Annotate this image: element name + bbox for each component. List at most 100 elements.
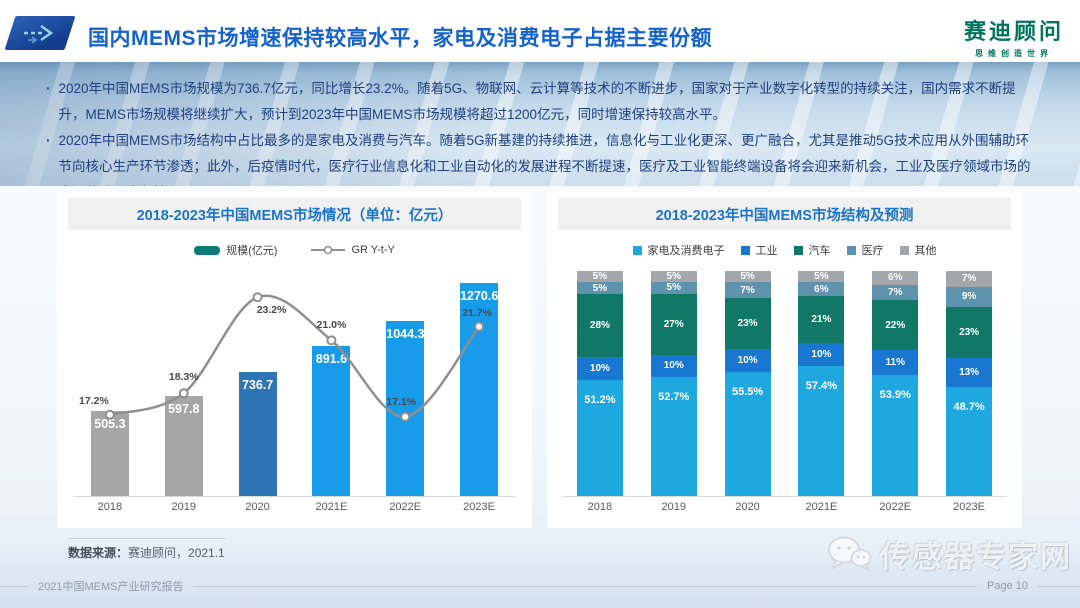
footer-report-title: 2021中国MEMS产业研究报告 [38, 581, 184, 593]
market-size-bar: 736.7 [238, 372, 277, 496]
stacked-segment: 5% [576, 282, 623, 294]
segment-value-label: 13% [959, 367, 980, 379]
market-size-plot: 505.3 597.8 736.7 891.6 1044.3 1270.6 17.2% 18.… [73, 262, 516, 497]
stacked-segment: 21% [798, 295, 845, 344]
segment-value-label: 6% [814, 283, 829, 295]
stacked-segment: 6% [798, 282, 845, 296]
stacked-segment: 27% [650, 293, 697, 355]
market-structure-panel: 2018-2023年中国MEMS市场结构及预测 家电及消费电子 工业 汽车 医疗 其他 … [547, 192, 1022, 528]
x-axis-label: 2021E [805, 501, 838, 513]
stacked-segment: 28% [576, 293, 623, 358]
legend-swatch [899, 245, 909, 255]
legend-label: 汽车 [808, 245, 831, 257]
stacked-segment: 11% [872, 349, 919, 375]
market-size-chart-title: 2018-2023年中国MEMS市场情况（单位：亿元） [68, 198, 521, 230]
stacked-segment: 5% [576, 271, 623, 283]
legend-line-marker [311, 245, 346, 255]
bar-value-label: 1270.6 [460, 288, 499, 303]
stacked-segment: 7% [946, 271, 993, 287]
legend-label: GR Y-t-Y [351, 244, 395, 256]
stacked-segment: 51.2% [576, 379, 623, 496]
bullet-text: 2020年中国MEMS市场规模为736.7亿元，同比增长23.2%。随着5G、物… [58, 81, 1016, 122]
summary-band: · 2020年中国MEMS市场规模为736.7亿元，同比增长23.2%。随着5G… [0, 62, 1080, 200]
stacked-segment: 5% [798, 271, 845, 283]
segment-value-label: 7% [740, 284, 755, 296]
segment-value-label: 10% [589, 363, 610, 375]
segment-value-label: 10% [811, 349, 832, 361]
stacked-bar: 55.5% 10% 23% 7% 5% [724, 271, 771, 496]
legend-swatch [632, 245, 642, 255]
market-structure-x-axis: 2018 2019 2020 2021E 2022E 2023E [563, 501, 1006, 513]
legend-item: 汽车 [793, 242, 831, 258]
legend-swatch [846, 245, 856, 255]
market-size-bar: 597.8 [164, 395, 203, 496]
x-axis-label: 2022E [389, 501, 422, 513]
legend-item: 医疗 [846, 242, 884, 258]
legend-item: 工业 [740, 242, 778, 258]
stacked-segment: 48.7% [946, 387, 993, 496]
footer: 2021中国MEMS产业研究报告 Page 10 [0, 578, 1080, 594]
segment-value-label: 48.7% [953, 401, 985, 414]
segment-value-label: 57.4% [805, 380, 837, 393]
growth-rate-label: 17.1% [386, 395, 417, 408]
market-size-bar: 891.6 [312, 346, 351, 496]
bar-value-label: 736.7 [241, 378, 274, 393]
x-axis-label: 2019 [661, 501, 686, 513]
legend-label: 规模(亿元) [226, 245, 278, 257]
legend-label: 医疗 [861, 245, 884, 257]
segment-value-label: 52.7% [658, 391, 690, 404]
footer-divider [1038, 585, 1080, 587]
segment-value-label: 5% [814, 271, 829, 283]
logo-name: 赛迪顾问 [963, 19, 1064, 44]
legend-label: 其他 [914, 245, 937, 257]
segment-value-label: 7% [888, 286, 903, 298]
x-axis-label: 2018 [587, 501, 613, 513]
legend-label: 家电及消费电子 [647, 245, 725, 257]
footer-divider [0, 585, 28, 587]
line-marker [400, 411, 411, 422]
legend-item-scale: 规模(亿元) [194, 242, 277, 258]
stacked-segment: 22% [872, 300, 919, 350]
bar-value-label: 1044.3 [386, 326, 425, 341]
market-size-legend: 规模(亿元) GR Y-t-Y [57, 242, 532, 258]
segment-value-label: 7% [961, 273, 977, 285]
bar-value-label: 891.6 [315, 352, 348, 367]
stacked-segment: 53.9% [872, 374, 919, 496]
logo-tagline: 思维创造世界 [974, 49, 1053, 58]
stacked-segment: 23% [946, 306, 993, 359]
segment-value-label: 21% [811, 314, 832, 326]
header-arrow-banner [4, 16, 76, 50]
segment-value-label: 5% [740, 271, 755, 283]
legend-swatch [194, 245, 221, 255]
segment-value-label: 9% [961, 291, 977, 303]
segment-value-label: 10% [663, 360, 684, 372]
line-marker [104, 409, 115, 420]
summary-bullet: · 2020年中国MEMS市场规模为736.7亿元，同比增长23.2%。随着5G… [46, 76, 1038, 128]
growth-rate-label: 21.7% [462, 306, 492, 319]
segment-value-label: 51.2% [584, 393, 616, 406]
bar-value-label: 597.8 [168, 401, 200, 416]
growth-line-chart [104, 292, 485, 422]
legend-item-growth: GR Y-t-Y [311, 244, 395, 256]
x-axis-label: 2022E [879, 501, 912, 513]
segment-value-label: 28% [589, 319, 610, 331]
market-structure-legend: 家电及消费电子 工业 汽车 医疗 其他 [547, 242, 1022, 258]
market-size-bar: 1270.6 [460, 282, 499, 496]
stacked-segment: 10% [798, 343, 845, 367]
bullet-dot: · [46, 132, 51, 148]
x-axis-label: 2023E [953, 501, 985, 513]
growth-rate-label: 21.0% [316, 319, 347, 332]
stacked-segment: 10% [724, 349, 771, 372]
market-size-x-axis: 2018 2019 2020 2021E 2022E 2023E [73, 501, 516, 513]
stacked-segment: 5% [724, 271, 771, 283]
market-size-panel: 2018-2023年中国MEMS市场情况（单位：亿元） 规模(亿元) GR Y-t… [57, 192, 532, 528]
segment-value-label: 11% [885, 356, 905, 368]
segment-value-label: 53.9% [879, 388, 911, 401]
segment-value-label: 5% [592, 271, 608, 283]
growth-rate-label: 23.2% [256, 304, 287, 317]
stacked-segment: 6% [872, 271, 919, 285]
growth-rate-label: 18.3% [168, 371, 199, 384]
stacked-bar: 57.4% 10% 21% 6% 5% [798, 271, 845, 496]
segment-value-label: 5% [666, 271, 681, 283]
segment-value-label: 10% [737, 355, 758, 367]
